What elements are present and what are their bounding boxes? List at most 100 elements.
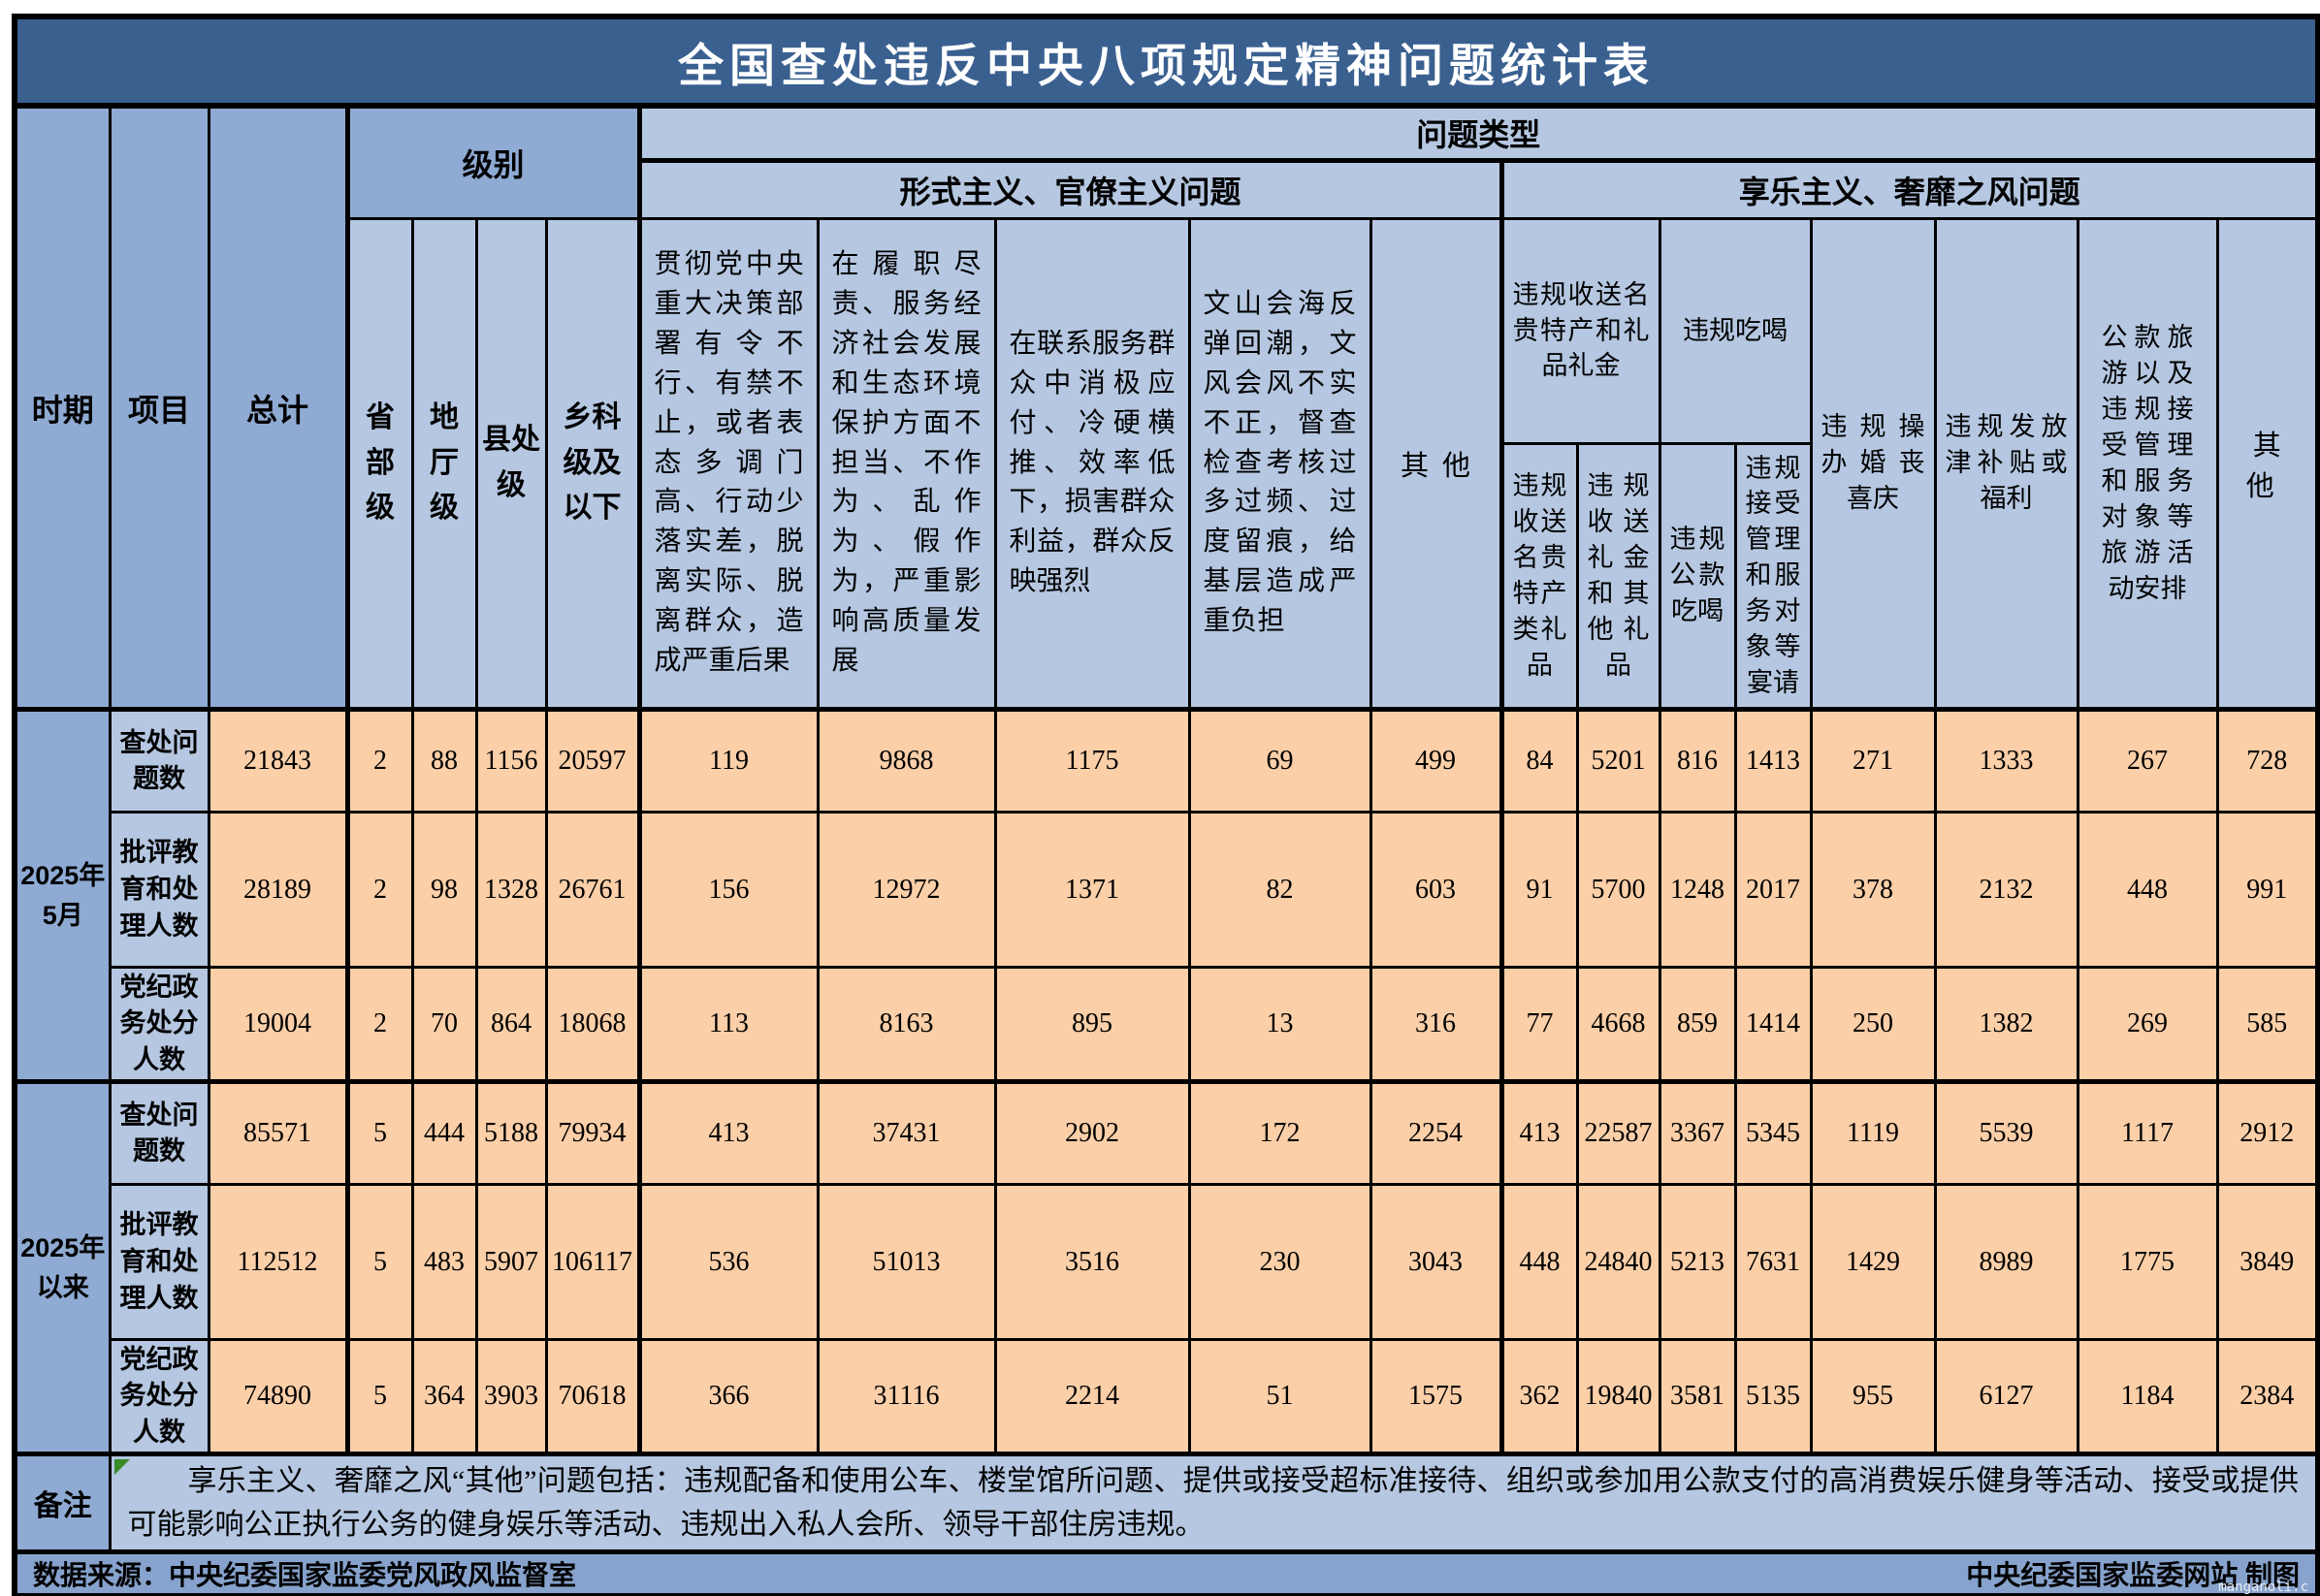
item-label-cell: 查处问题数 — [108, 1079, 210, 1187]
value-cell: 13 — [1187, 966, 1372, 1084]
value-cell: 413 — [636, 1079, 820, 1187]
value-cell: 19840 — [1575, 1338, 1661, 1456]
value-cell: 2132 — [1933, 811, 2079, 970]
value-cell: 5907 — [474, 1183, 548, 1342]
period-cell: 2025年以来 — [13, 1079, 112, 1456]
value-cell: 5539 — [1933, 1079, 2079, 1187]
item-label-cell: 党纪政务处分人数 — [108, 1338, 210, 1456]
value-cell: 991 — [2215, 811, 2320, 970]
page-title: 全国查处违反中央八项规定精神问题统计表 — [13, 15, 2320, 109]
value-cell: 74890 — [207, 1338, 349, 1456]
value-cell: 2017 — [1733, 811, 1813, 970]
col-header-formalism-1: 贯彻党中央重大决策部署有令不行、有禁不止，或者表态多调门高、行动少落实差，脱离实… — [636, 216, 820, 712]
value-cell: 1371 — [993, 811, 1191, 970]
footer-bar: 数据来源：中央纪委国家监委党风政风监督室 中央纪委国家监委网站 制图 — [13, 1549, 2320, 1596]
value-cell: 22587 — [1575, 1079, 1661, 1187]
value-cell: 51 — [1187, 1338, 1372, 1456]
value-cell: 37431 — [816, 1079, 997, 1187]
value-cell: 267 — [2076, 707, 2219, 814]
value-cell: 6127 — [1933, 1338, 2079, 1456]
value-cell: 2 — [344, 811, 414, 970]
value-cell: 69 — [1187, 707, 1372, 814]
col-group-formalism: 形式主义、官僚主义问题 — [636, 158, 1503, 220]
value-cell: 1382 — [1933, 966, 2079, 1084]
data-source-label: 数据来源：中央纪委国家监委党风政风监督室 — [33, 1560, 577, 1591]
value-cell: 8163 — [816, 966, 997, 1084]
value-cell: 26761 — [544, 811, 641, 970]
value-cell: 9868 — [816, 707, 997, 814]
value-cell: 2912 — [2215, 1079, 2320, 1187]
col-group-eating: 违规吃喝 — [1658, 216, 1813, 445]
col-header-travel: 公款旅游以及违规接受管理和服务对象等旅游活动安排 — [2076, 216, 2219, 712]
value-cell: 31116 — [816, 1338, 997, 1456]
value-cell: 1184 — [2076, 1338, 2219, 1456]
value-cell: 70 — [410, 966, 478, 1084]
value-cell: 84 — [1498, 707, 1579, 814]
col-header-eating-banquet: 违规接受管理和服务对象等宴请 — [1733, 441, 1813, 712]
period-cell: 2025年5月 — [13, 707, 112, 1084]
value-cell: 2 — [344, 966, 414, 1084]
col-header-hedonism-other: 其他 — [2215, 216, 2320, 712]
value-cell: 85571 — [207, 1079, 349, 1187]
value-cell: 82 — [1187, 811, 1372, 970]
col-header-allowances: 违规发放津补贴或福利 — [1933, 216, 2079, 712]
value-cell: 1429 — [1809, 1183, 1937, 1342]
value-cell: 728 — [2215, 707, 2320, 814]
value-cell: 269 — [2076, 966, 2219, 1084]
value-cell: 5213 — [1658, 1183, 1737, 1342]
value-cell: 77 — [1498, 966, 1579, 1084]
value-cell: 106117 — [544, 1183, 641, 1342]
note-cell: 享乐主义、奢靡之风“其他”问题包括：违规配备和使用公车、楼堂馆所问题、提供或接受… — [108, 1452, 2320, 1554]
note-label: 备注 — [13, 1452, 112, 1554]
value-cell: 5135 — [1733, 1338, 1813, 1456]
col-header-total: 总计 — [207, 104, 349, 712]
value-cell: 3043 — [1369, 1183, 1503, 1342]
value-cell: 12972 — [816, 811, 997, 970]
excel-corner-marker-icon — [113, 1459, 130, 1476]
col-header-level-township: 乡科级及以下 — [544, 216, 641, 712]
value-cell: 362 — [1498, 1338, 1579, 1456]
col-group-hedonism: 享乐主义、奢靡之风问题 — [1498, 158, 2320, 220]
value-cell: 3367 — [1658, 1079, 1737, 1187]
value-cell: 2254 — [1369, 1079, 1503, 1187]
value-cell: 413 — [1498, 1079, 1579, 1187]
col-header-level-county: 县处级 — [474, 216, 548, 712]
value-cell: 119 — [636, 707, 820, 814]
value-cell: 1775 — [2076, 1183, 2219, 1342]
item-label-cell: 查处问题数 — [108, 707, 210, 814]
value-cell: 112512 — [207, 1183, 349, 1342]
value-cell: 585 — [2215, 966, 2320, 1084]
value-cell: 864 — [474, 966, 548, 1084]
value-cell: 88 — [410, 707, 478, 814]
value-cell: 230 — [1187, 1183, 1372, 1342]
value-cell: 5201 — [1575, 707, 1661, 814]
value-cell: 1175 — [993, 707, 1191, 814]
col-header-level-province: 省部级 — [344, 216, 414, 712]
value-cell: 483 — [410, 1183, 478, 1342]
value-cell: 1328 — [474, 811, 548, 970]
value-cell: 24840 — [1575, 1183, 1661, 1342]
value-cell: 1156 — [474, 707, 548, 814]
value-cell: 8989 — [1933, 1183, 2079, 1342]
table-body: 2025年5月 查处问题数 21843 2 88 1156 20597 119 9868 1175… — [13, 707, 2320, 1456]
value-cell: 499 — [1369, 707, 1503, 814]
col-header-level-prefecture: 地厅级 — [410, 216, 478, 712]
value-cell: 5188 — [474, 1079, 548, 1187]
value-cell: 19004 — [207, 966, 349, 1084]
value-cell: 4668 — [1575, 966, 1661, 1084]
value-cell: 536 — [636, 1183, 820, 1342]
value-cell: 21843 — [207, 707, 349, 814]
value-cell: 816 — [1658, 707, 1737, 814]
note-text: 享乐主义、奢靡之风“其他”问题包括：违规配备和使用公车、楼堂馆所问题、提供或接受… — [127, 1465, 2300, 1542]
value-cell: 2 — [344, 707, 414, 814]
value-cell: 1117 — [2076, 1079, 2219, 1187]
value-cell: 3903 — [474, 1338, 548, 1456]
col-header-gifts-cash: 违规收送礼金和其他礼品 — [1575, 441, 1661, 712]
value-cell: 51013 — [816, 1183, 997, 1342]
value-cell: 18068 — [544, 966, 641, 1084]
value-cell: 2214 — [993, 1338, 1191, 1456]
value-cell: 7631 — [1733, 1183, 1813, 1342]
col-header-eating-public: 违规公款吃喝 — [1658, 441, 1737, 712]
value-cell: 3516 — [993, 1183, 1191, 1342]
